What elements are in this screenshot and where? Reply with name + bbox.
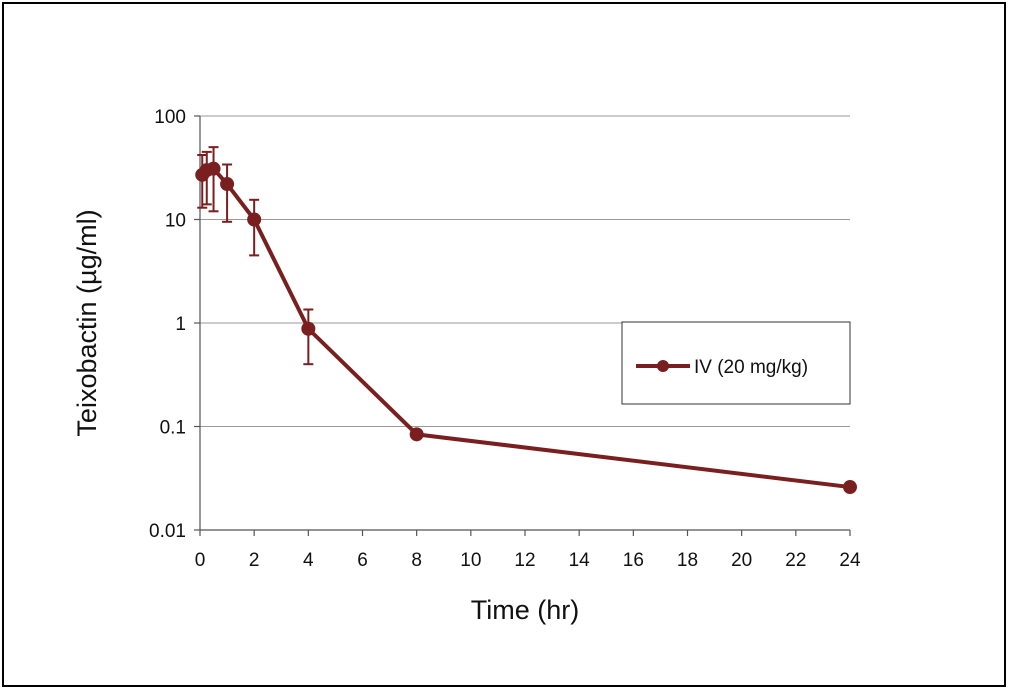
x-tick-label: 2 [249, 550, 260, 571]
x-tick-label: 16 [623, 550, 644, 571]
x-tick-label: 4 [303, 550, 314, 571]
legend-label: IV (20 mg/kg) [694, 357, 808, 378]
x-tick-label: 8 [411, 550, 422, 571]
y-tick-label: 10 [165, 211, 186, 232]
error-bars [197, 146, 314, 366]
y-tick-label: 100 [154, 107, 186, 128]
x-tick-label: 6 [357, 550, 368, 571]
legend-marker-swatch [657, 360, 669, 372]
data-point [843, 480, 857, 495]
x-tick-label: 22 [785, 550, 806, 571]
x-tick-label: 24 [839, 550, 861, 571]
x-axis-title: Time (hr) [471, 595, 580, 625]
x-tick-label: 10 [460, 550, 481, 571]
x-tick-label: 20 [731, 550, 752, 571]
data-point [247, 212, 262, 227]
y-axis-title: Teixobactin (µg/ml) [72, 209, 102, 436]
data-point [409, 427, 424, 442]
data-point [220, 177, 235, 192]
legend: IV (20 mg/kg) [621, 321, 851, 405]
x-tick-label: 12 [514, 550, 535, 571]
x-tick-label: 18 [677, 550, 698, 571]
x-tick-label: 0 [195, 550, 206, 571]
x-tick-label: 14 [569, 550, 591, 571]
y-tick-label: 1 [175, 314, 186, 335]
series [195, 161, 857, 495]
data-point [206, 161, 221, 176]
y-tick-label: 0.01 [149, 521, 186, 542]
data-point [301, 321, 316, 336]
y-tick-label: 0.1 [160, 418, 186, 439]
